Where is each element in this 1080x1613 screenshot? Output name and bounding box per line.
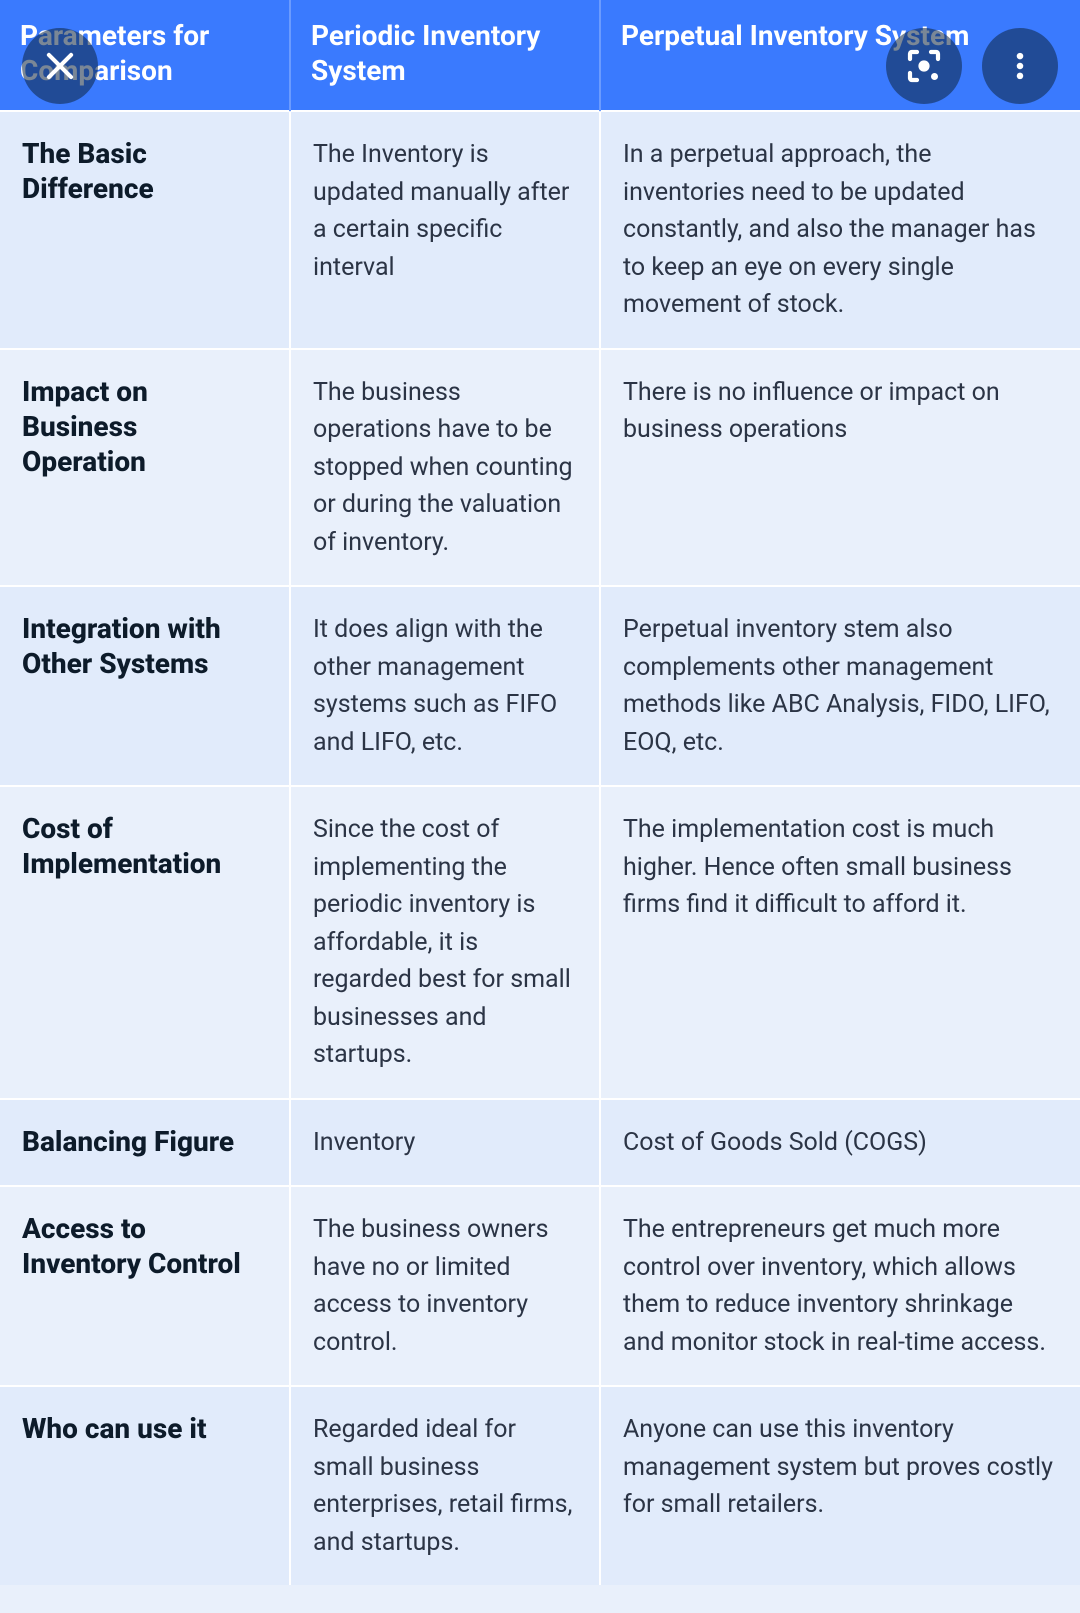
periodic-cell: The business owners have no or limited a… (290, 1186, 600, 1386)
table-row: Who can use it Regarded ideal for small … (0, 1386, 1080, 1585)
google-lens-button[interactable] (886, 28, 962, 104)
param-label: Integration with Other Systems (0, 586, 290, 786)
param-label: Balancing Figure (0, 1099, 290, 1187)
more-vert-icon (1003, 49, 1037, 83)
perpetual-cell: The implementation cost is much higher. … (600, 786, 1080, 1099)
param-label: Cost of Implementation (0, 786, 290, 1099)
periodic-cell: The Inventory is updated manually after … (290, 111, 600, 349)
table-body: The Basic Difference The Inventory is up… (0, 111, 1080, 1585)
periodic-cell: Inventory (290, 1099, 600, 1187)
table-row: The Basic Difference The Inventory is up… (0, 111, 1080, 349)
perpetual-cell: Anyone can use this inventory management… (600, 1386, 1080, 1585)
perpetual-cell: The entrepreneurs get much more control … (600, 1186, 1080, 1386)
table-row: Balancing Figure Inventory Cost of Goods… (0, 1099, 1080, 1187)
periodic-cell: The business operations have to be stopp… (290, 349, 600, 587)
param-label: Access to Inventory Control (0, 1186, 290, 1386)
param-label: The Basic Difference (0, 111, 290, 349)
param-label: Impact on Business Operation (0, 349, 290, 587)
table-row: Cost of Implementation Since the cost of… (0, 786, 1080, 1099)
perpetual-cell: Cost of Goods Sold (COGS) (600, 1099, 1080, 1187)
table-row: Access to Inventory Control The business… (0, 1186, 1080, 1386)
table-row: Integration with Other Systems It does a… (0, 586, 1080, 786)
periodic-cell: It does align with the other management … (290, 586, 600, 786)
periodic-cell: Since the cost of implementing the perio… (290, 786, 600, 1099)
more-options-button[interactable] (982, 28, 1058, 104)
perpetual-cell: There is no influence or impact on busin… (600, 349, 1080, 587)
perpetual-cell: In a perpetual approach, the inventories… (600, 111, 1080, 349)
screenshot-root: Parameters for Comparison Periodic Inven… (0, 0, 1080, 1585)
param-label: Who can use it (0, 1386, 290, 1585)
close-icon (41, 47, 79, 85)
periodic-cell: Regarded ideal for small business enterp… (290, 1386, 600, 1585)
perpetual-cell: Perpetual inventory stem also complement… (600, 586, 1080, 786)
comparison-table: Parameters for Comparison Periodic Inven… (0, 0, 1080, 1585)
table-row: Impact on Business Operation The busines… (0, 349, 1080, 587)
google-lens-icon (903, 45, 945, 87)
header-periodic: Periodic Inventory System (290, 0, 600, 111)
close-button[interactable] (22, 28, 98, 104)
